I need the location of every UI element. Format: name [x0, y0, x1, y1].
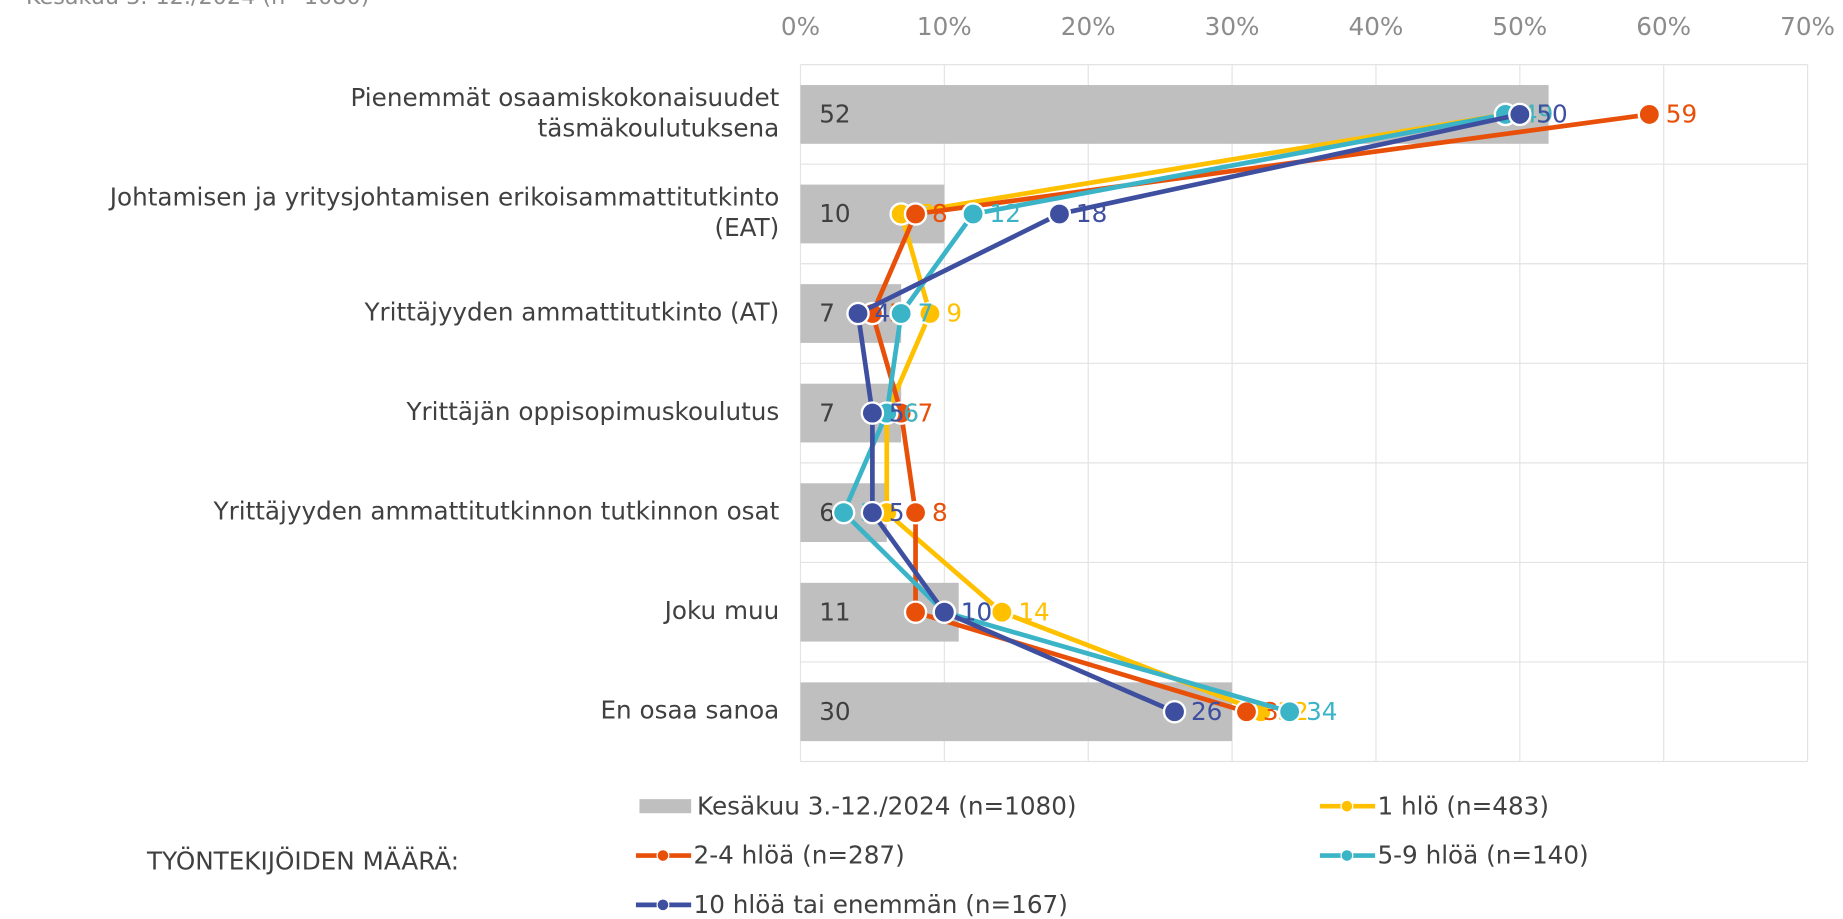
subtitle: Kesäkuu 3.-12./2024 (n=1080) [26, 0, 369, 10]
data-label: 9 [946, 299, 962, 328]
series-marker [903, 202, 928, 226]
bar-label: 52 [819, 100, 850, 129]
x-tick-label: 10% [917, 12, 972, 41]
legend-label: Kesäkuu 3.-12./2024 (n=1080) [697, 791, 1076, 820]
series-marker [1637, 102, 1662, 127]
legend-swatch [1340, 849, 1354, 863]
legend-label: 10 hlöä tai enemmän (n=167) [694, 890, 1068, 919]
bar [800, 85, 1549, 144]
series-marker [903, 500, 928, 525]
bar-label: 7 [819, 299, 835, 328]
category-label: Yrittäjän oppisopimuskoulutus [405, 397, 779, 426]
x-tick-label: 30% [1205, 12, 1260, 41]
data-label: 50 [1536, 100, 1567, 129]
series-marker [1047, 202, 1072, 226]
series-marker [903, 600, 928, 624]
series-marker [932, 600, 957, 624]
x-tick-label: 20% [1061, 12, 1116, 41]
data-label: 26 [1191, 697, 1222, 726]
data-label: 8 [932, 498, 948, 527]
bar-label: 6 [819, 498, 835, 527]
category-label: Pienemmät osaamiskokonaisuudet täsmäkoulu… [350, 83, 779, 143]
series-marker [860, 401, 885, 425]
legend-label: 5-9 hlöä (n=140) [1377, 841, 1588, 870]
series-marker [1277, 699, 1302, 724]
legend-swatch [656, 849, 670, 863]
bar-label: 10 [819, 199, 850, 228]
legend-label: 1 hlö (n=483) [1377, 791, 1549, 820]
bar-label: 7 [819, 398, 835, 427]
series-marker [846, 301, 870, 326]
data-label: 6 [903, 398, 919, 427]
series-marker [860, 500, 885, 525]
data-label: 18 [1076, 199, 1107, 228]
series-marker [889, 301, 913, 326]
data-label: 5 [889, 498, 905, 527]
legend-swatch [639, 799, 692, 814]
series-marker [918, 301, 942, 326]
data-label: 7 [918, 398, 934, 427]
data-label: 4 [874, 299, 890, 328]
data-label: 59 [1666, 100, 1697, 129]
category-label: Johtamisen ja yritysjohtamisen erikoisam… [108, 183, 780, 243]
category-label: En osaa sanoa [600, 696, 779, 725]
data-label: 5 [889, 398, 905, 427]
data-label: 7 [918, 299, 934, 328]
data-label: 10 [961, 597, 992, 626]
data-label: 34 [1306, 697, 1337, 726]
series-marker [961, 202, 985, 226]
category-label: Yrittäjyyden ammattitutkinto (AT) [363, 298, 779, 327]
x-tick-label: 50% [1492, 12, 1547, 41]
data-label: 12 [990, 199, 1021, 228]
series-marker [1234, 699, 1259, 724]
series-marker [990, 600, 1014, 624]
series-marker [1508, 102, 1532, 127]
series-marker [831, 500, 856, 525]
series-marker [1162, 699, 1187, 724]
bar-label: 30 [819, 697, 850, 726]
legend-swatch [1340, 799, 1354, 813]
bar-label: 11 [819, 597, 850, 626]
x-tick-label: 70% [1780, 12, 1835, 41]
category-label: Yrittäjyyden ammattitutkinnon tutkinnon … [213, 497, 780, 526]
legend-label: 2-4 hlöä (n=287) [694, 841, 905, 870]
data-label: 14 [1018, 597, 1049, 626]
data-label: 8 [932, 199, 948, 228]
bar [800, 682, 1233, 742]
x-tick-label: 40% [1349, 12, 1404, 41]
x-tick-label: 0% [781, 12, 820, 41]
legend-swatch [656, 898, 670, 912]
category-label: Joku muu [663, 596, 780, 625]
x-tick-label: 60% [1636, 12, 1691, 41]
legend-title: TYÖNTEKIJÖIDEN MÄÄRÄ: [146, 847, 459, 876]
